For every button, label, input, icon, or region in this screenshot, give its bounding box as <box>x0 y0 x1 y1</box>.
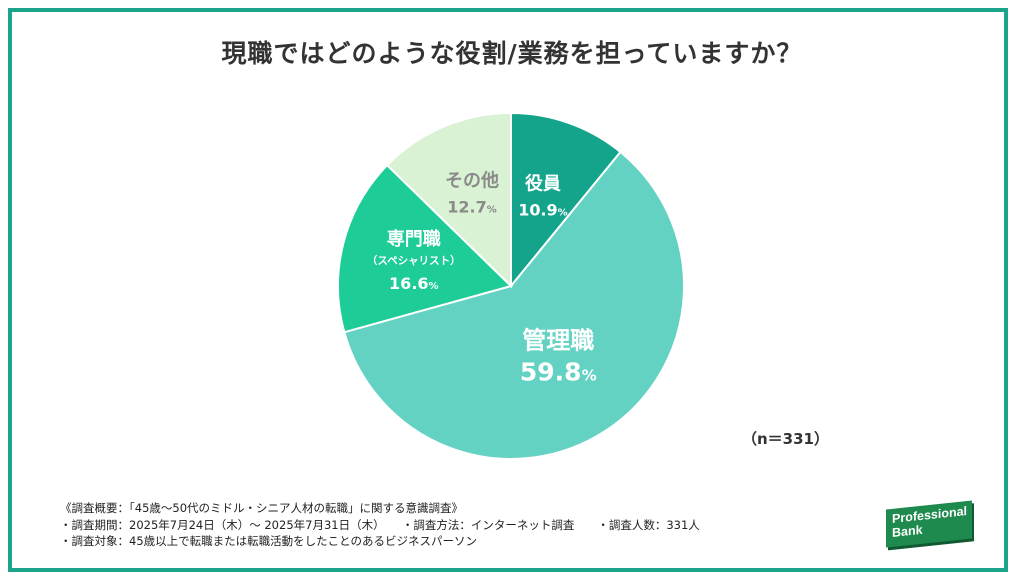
slice-value: 59.8% <box>520 357 597 386</box>
slice-sublabel: （スペシャリスト） <box>367 254 461 267</box>
footnote-line: ・調査期間：2025年7月24日（木）〜 2025年7月31日（木） ・調査方法… <box>60 517 700 532</box>
sample-size-label: （n＝331） <box>742 430 829 448</box>
slice-value: 16.6% <box>389 274 439 293</box>
footnote-line: ・調査対象：45歳以上で転職または転職活動をしたことのあるビジネスパーソン <box>60 534 478 548</box>
pie-slice <box>343 150 685 460</box>
slice-label: 専門職 <box>387 228 441 250</box>
slice-label: 役員 <box>525 172 561 194</box>
survey-footnotes: 《調査概要：「45歳〜50代のミドル・シニア人材の転職」に関する意識調査》 ・調… <box>60 500 700 550</box>
footnote-line: 《調査概要：「45歳〜50代のミドル・シニア人材の転職」に関する意識調査》 <box>60 501 464 515</box>
chart-title: 現職ではどのような役割/業務を担っていますか？ <box>221 39 803 68</box>
chart-frame <box>8 8 1008 572</box>
slice-label: 管理職 <box>522 326 594 354</box>
slice-label: その他 <box>445 170 499 192</box>
slice-value: 10.9% <box>518 200 568 219</box>
pie-slice <box>510 111 622 289</box>
pie-slice <box>337 163 513 334</box>
slice-value: 12.7% <box>447 198 497 217</box>
pie-slice <box>385 111 512 289</box>
professional-bank-logo: Professional Bank <box>886 500 976 549</box>
